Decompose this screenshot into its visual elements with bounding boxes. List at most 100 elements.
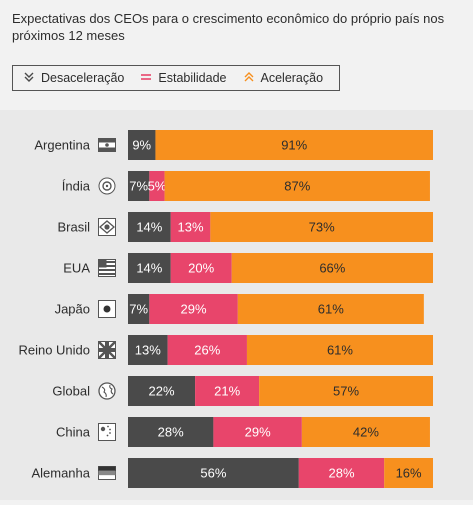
globe-outline: [98, 382, 116, 400]
category-label: Alemanha: [31, 466, 90, 481]
legend-label: Aceleração: [260, 71, 324, 85]
flag-outline: [98, 423, 116, 441]
bar-segment: [128, 335, 168, 365]
data-label: 26%: [194, 343, 220, 358]
data-label: 91%: [281, 138, 307, 153]
legend-label: Desaceleração: [41, 71, 125, 85]
data-label: 42%: [353, 425, 379, 440]
flag-diamond: [99, 220, 115, 234]
bar-segment: [155, 130, 433, 160]
flag-star: [106, 434, 109, 437]
data-label: 29%: [245, 425, 271, 440]
usa-flag-icon: [98, 259, 116, 277]
bar-segment: [128, 253, 171, 283]
bar-segment: [128, 130, 156, 160]
flag-star: [107, 425, 109, 428]
flag-wheel: [102, 181, 112, 191]
category-label: Global: [52, 384, 90, 399]
stacked-bar-chart: Argentina 9% 91%Índia 7% 5% 87%Brasil 14% 13% 73…: [18, 130, 433, 488]
data-label: 21%: [214, 384, 240, 399]
category-label: Brasil: [57, 220, 90, 235]
data-label: 22%: [149, 384, 175, 399]
germany-flag-icon: [98, 466, 116, 480]
legend: Desaceleração Estabilidade Aceleração: [12, 65, 340, 91]
brazil-flag-icon: [98, 218, 116, 236]
flag-stripe: [98, 269, 116, 271]
flag-stripe: [98, 261, 116, 263]
data-label: 14%: [136, 261, 162, 276]
legend-item-desaceleracao: Desaceleração: [21, 71, 124, 86]
category-label: China: [56, 425, 91, 440]
legend-item-aceleracao: Aceleração: [241, 71, 324, 86]
bar-segment: [195, 376, 260, 406]
data-label: 20%: [188, 261, 214, 276]
data-label: 28%: [158, 425, 184, 440]
bar-segment: [237, 294, 424, 324]
bar-segment: [128, 212, 171, 242]
flag-stripe: [98, 147, 116, 152]
category-label: Japão: [55, 302, 90, 317]
category-label: Reino Unido: [18, 343, 90, 358]
bar-segment: [298, 458, 385, 488]
bar-segment: [210, 212, 433, 242]
data-label: 7%: [129, 302, 148, 317]
data-label: 29%: [181, 302, 207, 317]
double-chevron-down-icon: [21, 71, 37, 86]
data-label: 14%: [136, 220, 162, 235]
bar-segment: [301, 417, 430, 447]
flag-stripe: [98, 138, 116, 143]
flag-star: [109, 428, 111, 431]
data-label: 28%: [328, 466, 354, 481]
data-label: 66%: [319, 261, 345, 276]
globe-land: [101, 386, 107, 398]
bar-segment: [128, 417, 214, 447]
equals-icon: [138, 71, 154, 86]
data-label: 9%: [132, 138, 151, 153]
data-label: 73%: [309, 220, 335, 235]
bar-segment: [149, 294, 238, 324]
bar-segment: [128, 171, 150, 201]
bar-segment: [231, 253, 433, 283]
data-label: 56%: [200, 466, 226, 481]
bar-segment: [259, 376, 433, 406]
bar-segment: [164, 171, 430, 201]
category-label: Índia: [62, 179, 91, 194]
flag-star: [109, 432, 111, 434]
bar-segment: [167, 335, 247, 365]
data-label: 16%: [396, 466, 422, 481]
flag-sun: [105, 143, 109, 147]
flag-stripe: [98, 273, 116, 275]
flag-canton: [98, 259, 107, 268]
uk-flag-icon: [98, 341, 116, 359]
flag-star: [100, 426, 106, 432]
flag-stripe: [98, 265, 116, 267]
bar-segment: [170, 212, 211, 242]
flag-globe: [104, 224, 110, 230]
flag-stripe: [98, 470, 116, 476]
category-label: Argentina: [34, 138, 90, 153]
category-label: EUA: [63, 261, 90, 276]
data-label: 61%: [318, 302, 344, 317]
data-label: 13%: [178, 220, 204, 235]
bar-segment: [128, 294, 150, 324]
data-label: 57%: [333, 384, 359, 399]
chart-panel: Argentina 9% 91% Índia 7% 5% 87% Brasil 14% 13% 73…: [0, 110, 473, 500]
data-label: 7%: [129, 179, 148, 194]
flag-cross: [98, 348, 116, 352]
globe-icon: [98, 382, 116, 400]
bar-segment: [213, 417, 302, 447]
bar-segment: [384, 458, 433, 488]
flag-stripe: [98, 466, 116, 471]
bar-segment: [128, 376, 196, 406]
chart-title: Expectativas dos CEOs para o crescimento…: [12, 11, 445, 43]
bar-segment: [246, 335, 433, 365]
china-flag-icon: [98, 423, 116, 441]
data-label: 87%: [284, 179, 310, 194]
globe-land: [109, 384, 114, 395]
bar-segment: [128, 458, 299, 488]
data-label: 5%: [148, 179, 167, 194]
legend-label: Estabilidade: [158, 71, 227, 85]
data-label: 13%: [135, 343, 161, 358]
india-flag-icon: [98, 177, 116, 195]
flag-disc: [103, 305, 111, 313]
